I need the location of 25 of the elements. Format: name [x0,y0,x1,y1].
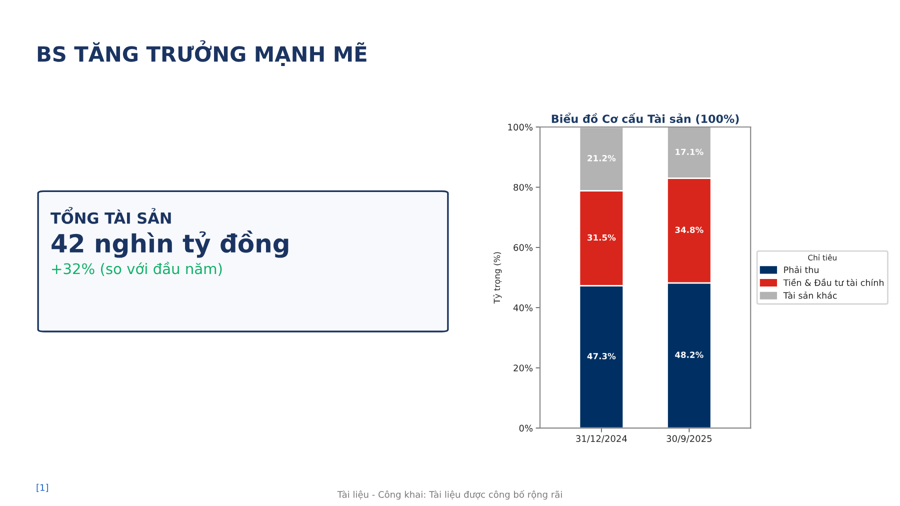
y-tick-label: 60% [514,244,533,251]
legend-label: Tiền & Đầu tư tài chính [783,278,884,286]
legend-label: Phải thu [784,266,818,274]
y-tick-label: 80% [514,184,533,191]
legend-label: Tài sản khác [783,292,837,299]
data-label: 47.3% [587,352,616,360]
text: TỔNG TÀI SẢN [50,206,171,224]
y-tick-label: 0% [519,424,533,432]
text: [1] [36,484,48,492]
y-tick-label: 20% [514,364,533,372]
data-label: 34.8% [675,226,704,233]
data-label: 21.2% [588,155,616,162]
x-tick-label: 30/9/2025 [666,435,712,443]
data-label: 48.2% [675,352,704,358]
x-tick-label: 31/12/2024 [576,435,627,443]
y-tick-label: 40% [513,304,533,312]
text: Tài liệu - Công khai: Tài liệu được công bố rộng rãi [337,490,562,500]
text: +32% (so với đầu năm) [52,262,222,276]
text: BS TĂNG TRƯỞNG MẠNH MẼ [38,40,366,66]
data-label: 31.5% [588,234,616,241]
y-tick-label: 100% [508,124,533,131]
y-axis-title: Tỷ trọng (%) [493,252,502,304]
text: 42 nghìn tỷ đồng [52,230,288,258]
data-label: 17.1% [676,148,704,156]
chart-title: Biểu đồ Cơ cấu Tài sản (100%) [552,112,739,124]
